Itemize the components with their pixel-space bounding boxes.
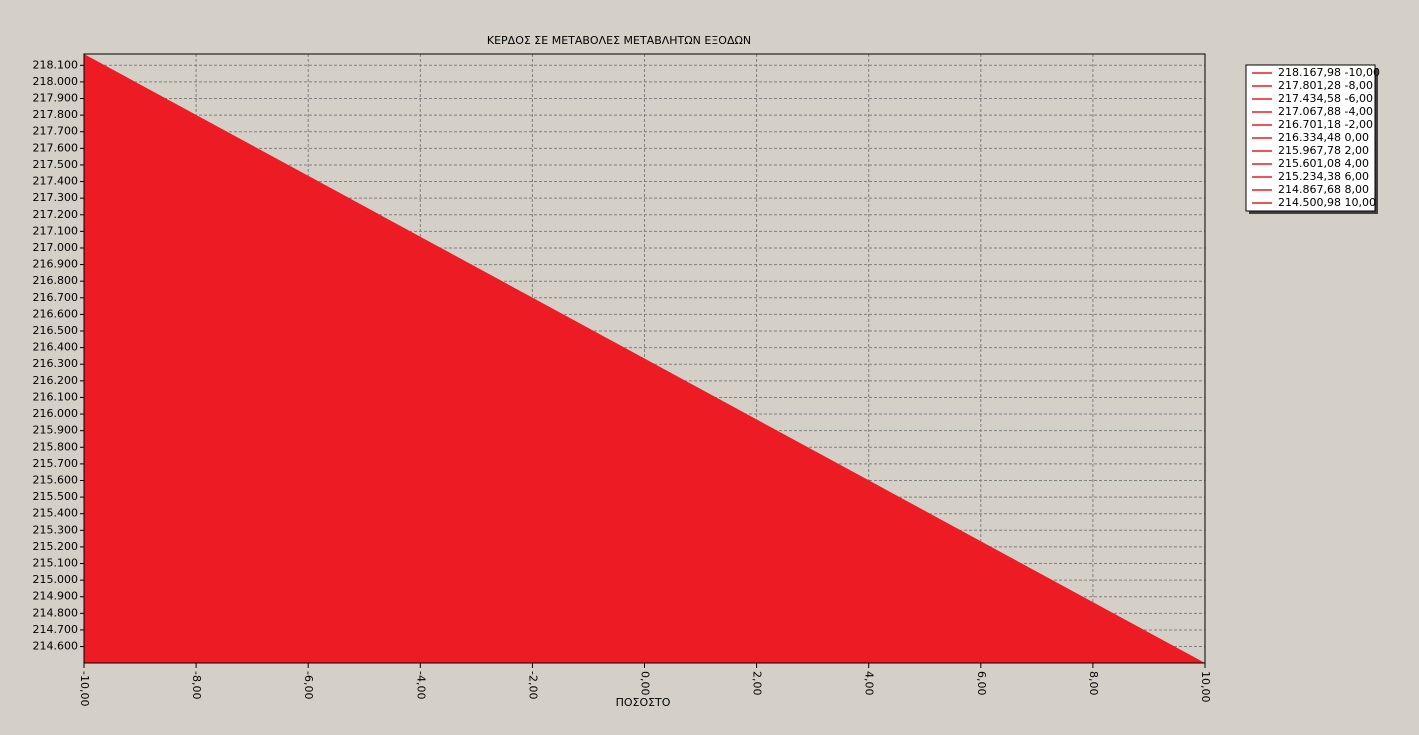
y-tick-label: 215.000	[33, 573, 79, 586]
legend-label: 217.434,58 -6,00	[1278, 92, 1373, 105]
x-tick-label: 8,00	[1087, 671, 1100, 696]
y-tick-label: 215.600	[33, 473, 79, 486]
x-tick-label: 10,00	[1199, 671, 1212, 703]
y-tick-label: 217.100	[33, 224, 79, 237]
y-tick-label: 217.300	[33, 191, 79, 204]
legend-label: 215.967,78 2,00	[1278, 144, 1369, 157]
y-tick-label: 217.700	[33, 125, 79, 138]
y-tick-label: 216.300	[33, 357, 79, 370]
x-tick-label: -6,00	[302, 671, 315, 699]
y-tick-label: 216.600	[33, 307, 79, 320]
legend-label: 216.334,48 0,00	[1278, 131, 1369, 144]
y-tick-label: 215.800	[33, 440, 79, 453]
area	[84, 54, 1205, 664]
x-tick-label: 6,00	[975, 671, 988, 696]
x-tick-label: -2,00	[526, 671, 539, 699]
y-tick-label: 216.100	[33, 390, 79, 403]
y-tick-label: 216.400	[33, 341, 79, 354]
x-axis-label: ΠΟΣΟΣΤΟ	[616, 696, 671, 709]
y-tick-label: 215.200	[33, 540, 79, 553]
y-tick-label: 217.600	[33, 141, 79, 154]
y-tick-label: 217.000	[33, 241, 79, 254]
x-tick-label: 2,00	[751, 671, 764, 696]
y-tick-label: 217.800	[33, 108, 79, 121]
y-tick-label: 218.100	[33, 58, 79, 71]
y-tick-label: 214.700	[33, 623, 79, 636]
y-tick-label: 216.200	[33, 374, 79, 387]
y-tick-label: 215.900	[33, 424, 79, 437]
y-tick-label: 215.300	[33, 523, 79, 536]
y-tick-label: 214.800	[33, 606, 79, 619]
x-tick-label: 0,00	[639, 671, 652, 696]
y-tick-label: 217.400	[33, 175, 79, 188]
x-tick-label: 4,00	[863, 671, 876, 696]
y-tick-label: 215.100	[33, 557, 79, 570]
legend-label: 215.601,08 4,00	[1278, 157, 1369, 170]
y-tick-label: 216.700	[33, 291, 79, 304]
y-tick-label: 216.900	[33, 258, 79, 271]
y-tick-label: 216.800	[33, 274, 79, 287]
legend-label: 214.500,98 10,00	[1278, 196, 1376, 209]
chart-title: ΚΕΡΔΟΣ ΣΕ ΜΕΤΑΒΟΛΕΣ ΜΕΤΑΒΛΗΤΩΝ ΕΞΟΔΩΝ	[487, 34, 751, 47]
y-tick-label: 217.500	[33, 158, 79, 171]
y-tick-label: 214.900	[33, 590, 79, 603]
y-tick-label: 215.400	[33, 507, 79, 520]
plot-area: 214.600 214.700 214.800 214.900 215.000 215.1…	[33, 53, 1212, 706]
y-tick-label: 215.500	[33, 490, 79, 503]
legend-label: 218.167,98 -10,00	[1278, 66, 1380, 79]
y-tick-label: 216.500	[33, 324, 79, 337]
y-tick-label: 217.200	[33, 208, 79, 221]
legend-label: 217.801,28 -8,00	[1278, 79, 1373, 92]
legend-label: 214.867,68 8,00	[1278, 183, 1369, 196]
legend-label: 215.234,38 6,00	[1278, 170, 1369, 183]
x-tick-label: -8,00	[190, 671, 203, 699]
y-tick-label: 217.900	[33, 92, 79, 105]
plot-border	[83, 53, 1206, 664]
x-tick-label: -4,00	[414, 671, 427, 699]
y-tick-label: 214.600	[33, 640, 79, 653]
y-tick-label: 215.700	[33, 457, 79, 470]
y-tick-label: 218.000	[33, 75, 79, 88]
y-tick-label: 216.000	[33, 407, 79, 420]
legend-label: 216.701,18 -2,00	[1278, 118, 1373, 131]
x-tick-label: -10,00	[78, 671, 91, 706]
legend-label: 217.067,88 -4,00	[1278, 105, 1373, 118]
